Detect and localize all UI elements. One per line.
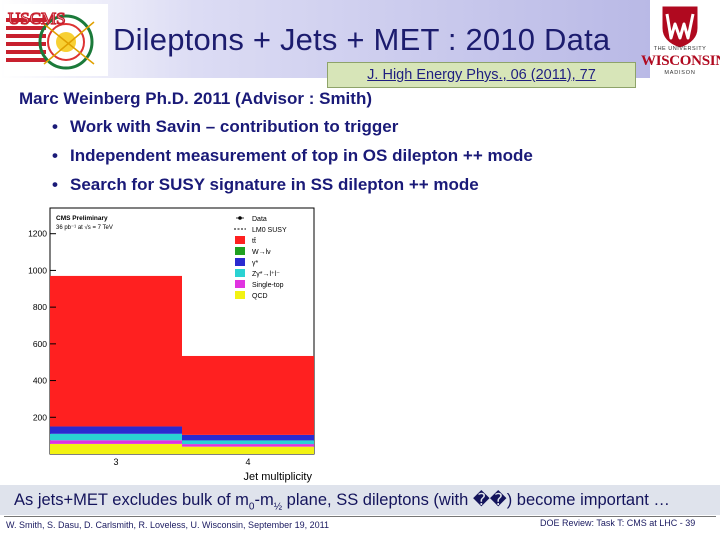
legend-swatch <box>235 258 245 266</box>
uw-line3: MADISON <box>664 70 696 76</box>
bar-segment <box>50 443 182 454</box>
footer-authors: W. Smith, S. Dasu, D. Carlsmith, R. Love… <box>6 520 329 530</box>
bar-segment <box>182 446 314 454</box>
legend-label: W→lν <box>252 249 271 256</box>
bullet-item: • Search for SUSY signature in SS dilepto… <box>52 174 533 203</box>
x-tick-label: 3 <box>113 457 118 467</box>
bar-segment <box>182 440 314 445</box>
bullet-item: • Independent measurement of top in OS di… <box>52 145 533 174</box>
legend-swatch <box>235 247 245 255</box>
legend-label: γ* <box>252 260 259 267</box>
legend-swatch <box>235 236 245 244</box>
legend-label: Single-top <box>252 282 284 289</box>
footer-page: DOE Review: Task T: CMS at LHC - 39 <box>540 518 696 528</box>
flag-stripes-icon <box>6 18 46 62</box>
legend-label: tt̄ <box>252 237 256 245</box>
jet-multiplicity-chart: 3 4 200 400 600 800 1000 1200 CMS Preliminary 36 … <box>28 207 315 483</box>
page-title: Dileptons + Jets + MET : 2010 Data <box>113 22 611 57</box>
legend-swatch <box>235 291 245 299</box>
bullet-text: Work with Savin – contribution to trigge… <box>70 117 399 136</box>
footer-rule <box>4 516 716 517</box>
bottom-band <box>0 485 720 515</box>
bar-segment <box>182 434 314 441</box>
uscms-logo-text: USCMS <box>8 9 66 28</box>
bar-segment <box>182 444 314 447</box>
uw-line1: THE UNIVERSITY <box>653 46 707 52</box>
bar-segment <box>50 426 182 434</box>
y-tick-label: 400 <box>33 376 47 386</box>
bar-segment <box>50 433 182 441</box>
chart-subtitle: 36 pb⁻¹ at √s = 7 TeV <box>56 224 113 231</box>
y-tick-label: 600 <box>33 339 47 349</box>
uw-crest-logo <box>661 5 699 49</box>
bullet-text: Independent measurement of top in OS dil… <box>70 146 533 165</box>
bullet-dot-icon: • <box>52 117 58 136</box>
legend-label: Zγ*→l⁺l⁻ <box>252 271 280 278</box>
legend-label: Data <box>252 216 267 223</box>
bullet-dot-icon: • <box>52 175 58 194</box>
y-tick-label: 800 <box>33 302 47 312</box>
x-tick-label: 4 <box>245 457 250 467</box>
missing-glyph-icon: �� <box>472 491 507 509</box>
chart-title: CMS Preliminary <box>56 215 108 222</box>
legend-swatch <box>235 280 245 288</box>
bar-segment <box>50 275 182 427</box>
y-tick-label: 1200 <box>28 229 47 239</box>
bullet-item: • Work with Savin – contribution to trigg… <box>52 116 533 145</box>
uw-line2: WISCONSIN <box>641 53 720 69</box>
y-tick-label: 200 <box>33 412 47 422</box>
bullet-text: Search for SUSY signature in SS dilepton… <box>70 175 479 194</box>
bar-segment <box>50 440 182 444</box>
bullet-list: • Work with Savin – contribution to trigg… <box>52 116 533 203</box>
y-tick-label: 1000 <box>28 265 47 275</box>
legend-label: QCD <box>252 293 268 300</box>
bullet-dot-icon: • <box>52 146 58 165</box>
reference-link[interactable]: J. High Energy Phys., 06 (2011), 77 <box>327 62 636 88</box>
legend-label: LM0 SUSY <box>252 227 287 234</box>
bottom-statement: As jets+MET excludes bulk of m0-m½ plane… <box>14 491 670 513</box>
person-line: Marc Weinberg Ph.D. 2011 (Advisor : Smit… <box>19 89 372 108</box>
x-axis-label: Jet multiplicity <box>244 471 313 483</box>
legend-swatch <box>235 269 245 277</box>
uscms-logo: USCMS <box>4 4 108 76</box>
bar-segment <box>182 355 314 435</box>
